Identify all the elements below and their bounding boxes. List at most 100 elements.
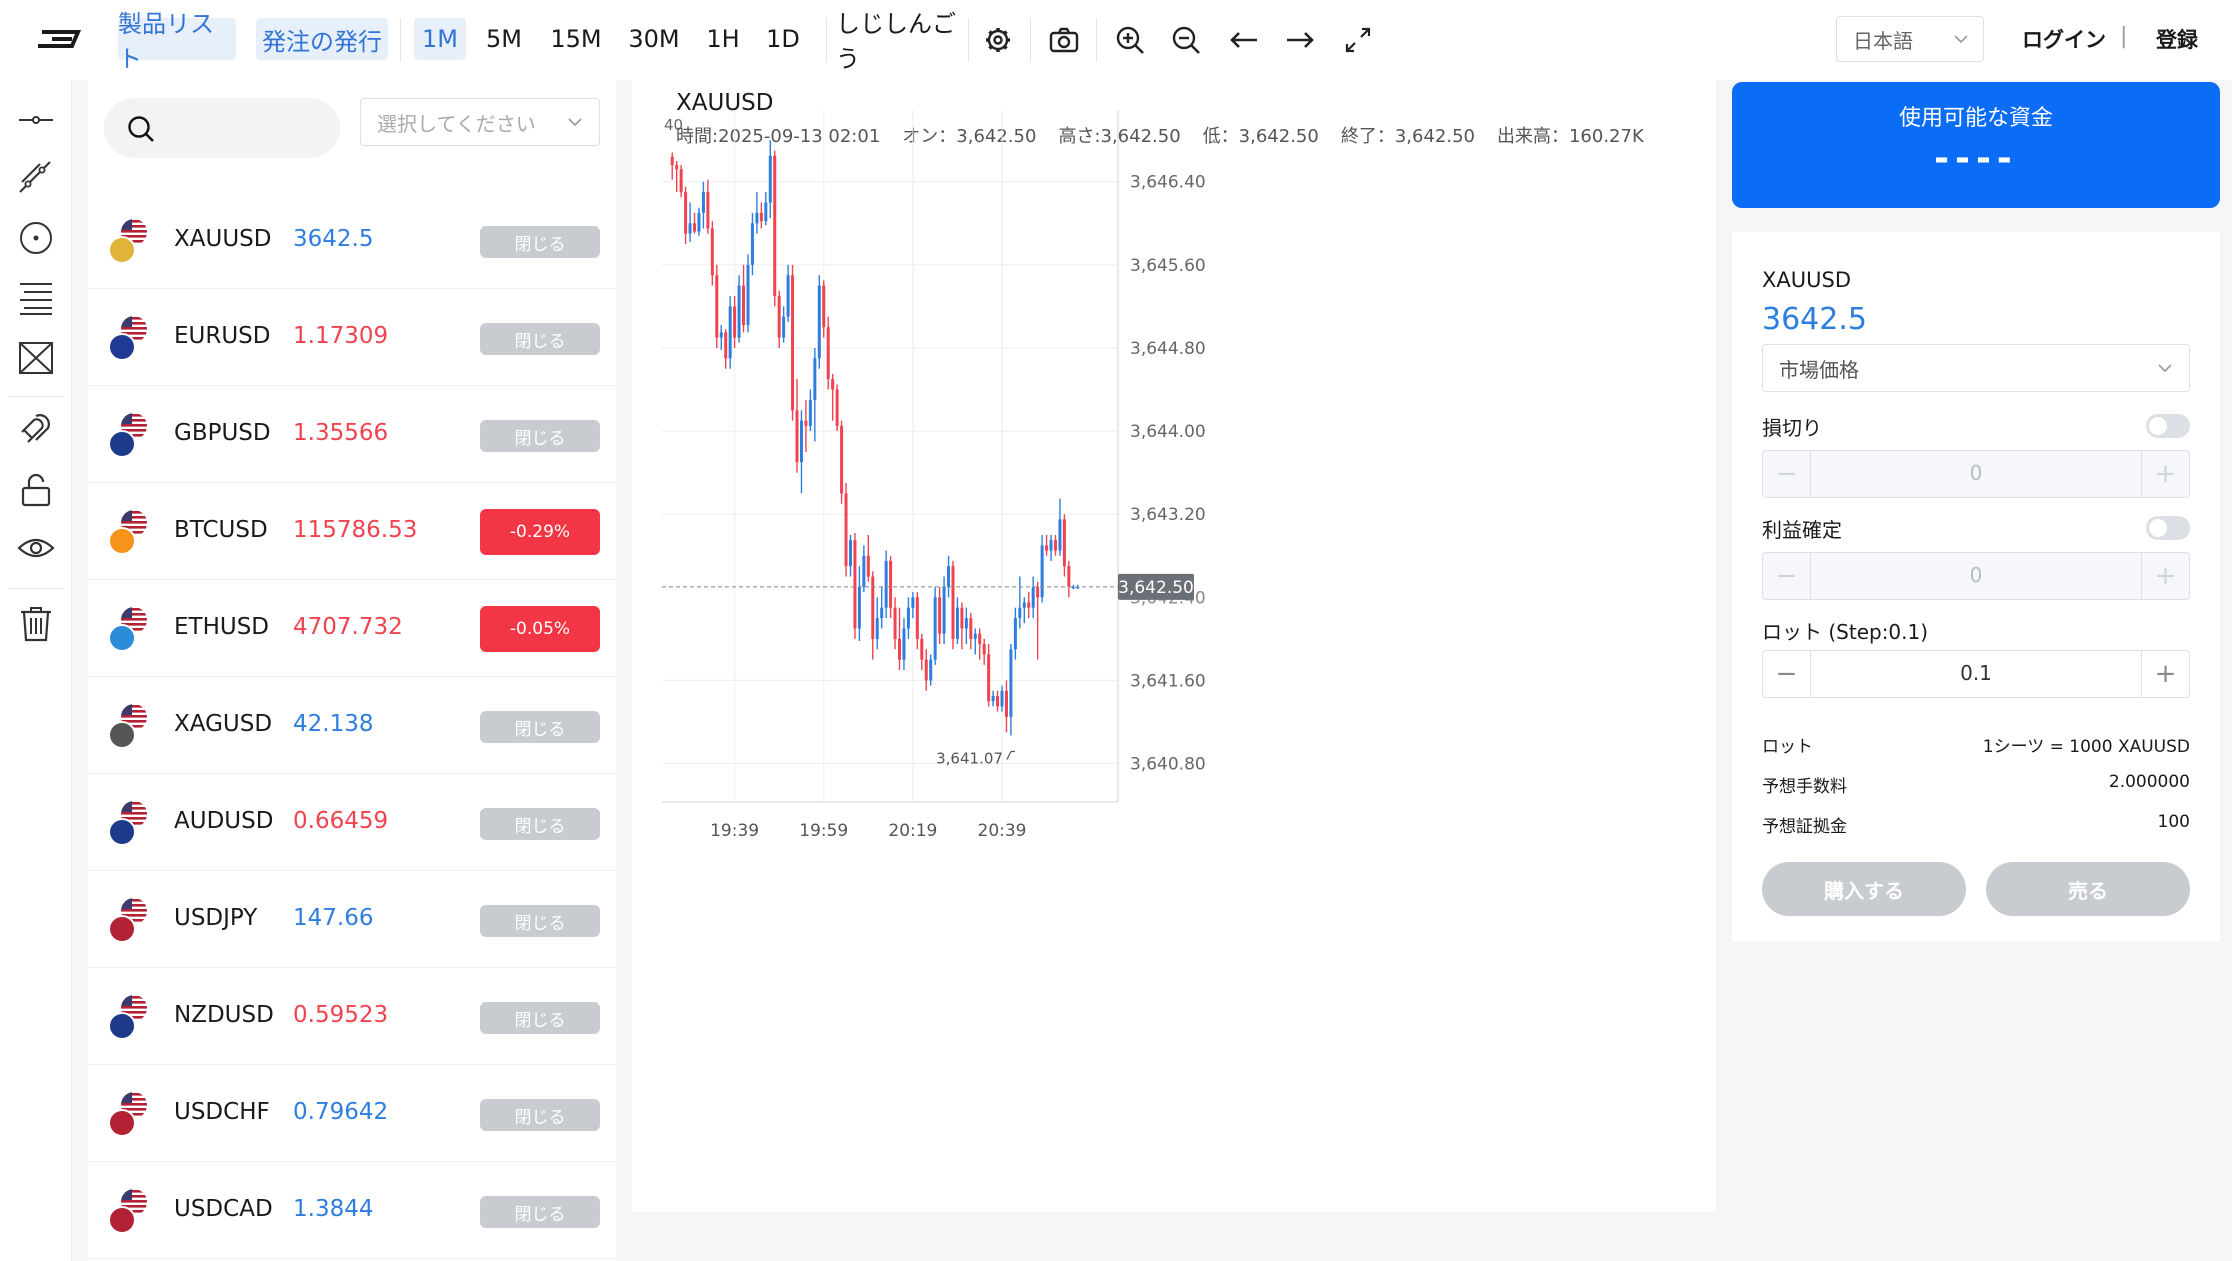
buy-button[interactable]: 購入する [1762,862,1966,916]
closed-badge[interactable]: 閉じる [480,323,600,355]
timeframe-1d[interactable]: 1D [766,25,800,53]
order-type-label: 市場価格 [1779,357,1859,382]
candle [1049,540,1053,551]
trend-line-icon[interactable] [16,158,56,198]
product-price: 1.17309 [293,323,389,349]
lot-stepper[interactable]: − 0.1 + [1762,650,2190,698]
candle [929,659,933,681]
arrow-left-icon[interactable] [1226,22,1262,58]
tab-product-list[interactable]: 製品リスト [118,10,236,73]
candle [675,165,679,170]
minus-button[interactable]: − [1763,451,1811,497]
take-profit-toggle[interactable] [2146,516,2190,540]
pattern-icon[interactable] [16,338,56,378]
candle [795,410,799,463]
closed-badge[interactable]: 閉じる [480,1099,600,1131]
logo-icon[interactable] [38,24,84,54]
lock-icon[interactable] [16,470,56,510]
closed-badge[interactable]: 閉じる [480,905,600,937]
product-row-ethusd[interactable]: ETHUSD 4707.732 -0.05% [88,580,616,677]
timeframe-5m[interactable]: 5M [486,25,522,53]
minus-button[interactable]: − [1763,651,1811,697]
candle [902,628,906,660]
product-symbol: GBPUSD [174,420,271,446]
change-badge[interactable]: -0.05% [480,606,600,652]
camera-icon[interactable] [1046,22,1082,58]
current-price-tag [1118,573,1194,600]
product-row-xagusd[interactable]: XAGUSD 42.138 閉じる [88,677,616,774]
arrow-right-icon[interactable] [1282,22,1318,58]
timeframe-1h[interactable]: 1H [706,25,740,53]
product-row-usdcad[interactable]: USDCAD 1.3844 閉じる [88,1162,616,1259]
candle [1040,545,1044,598]
closed-badge[interactable]: 閉じる [480,1002,600,1034]
candle [804,420,808,426]
timeframe-15m[interactable]: 15M [550,25,602,53]
stop-loss-value[interactable]: 0 [1969,461,1983,485]
candle [750,223,754,265]
closed-badge[interactable]: 閉じる [480,711,600,743]
take-profit-stepper[interactable]: − 0 + [1762,552,2190,600]
take-profit-label: 利益確定 [1762,518,1842,542]
product-row-eurusd[interactable]: EURUSD 1.17309 閉じる [88,289,616,386]
plus-button[interactable]: + [2141,553,2189,599]
sell-button[interactable]: 売る [1986,862,2190,916]
closed-badge[interactable]: 閉じる [480,420,600,452]
magnet-icon[interactable] [16,410,56,450]
fullscreen-icon[interactable] [1340,22,1376,58]
closed-badge[interactable]: 閉じる [480,808,600,840]
change-badge[interactable]: -0.29% [480,509,600,555]
product-price: 42.138 [293,711,374,737]
gear-icon[interactable] [980,22,1016,58]
candle [889,560,893,608]
info-time: 時間:2025-09-13 02:01 [676,126,881,147]
horizontal-line-icon[interactable] [16,100,56,140]
zoom-in-icon[interactable] [1112,22,1148,58]
language-select[interactable]: 日本語 [1836,16,1984,62]
timeframe-30m[interactable]: 30M [628,25,680,53]
product-row-usdchf[interactable]: USDCHF 0.79642 閉じる [88,1065,616,1162]
product-row-audusd[interactable]: AUDUSD 0.66459 閉じる [88,774,616,871]
x-tick-label: 19:39 [710,821,759,841]
candle [684,192,688,234]
product-price: 3642.5 [293,226,374,252]
take-profit-value[interactable]: 0 [1969,563,1983,587]
lot-value[interactable]: 0.1 [1960,661,1992,685]
indicator-button[interactable]: しじしんごう [836,10,956,73]
plus-button[interactable]: + [2141,651,2189,697]
minus-button[interactable]: − [1763,553,1811,599]
product-row-usdjpy[interactable]: USDJPY 147.66 閉じる [88,871,616,968]
candle [799,420,803,463]
search-input[interactable] [104,98,340,158]
search-icon [128,116,154,142]
candle [947,566,951,587]
trash-icon[interactable] [16,604,56,644]
tab-place-order[interactable]: 発注の発行 [256,18,388,60]
candle [942,586,946,634]
stop-loss-stepper[interactable]: − 0 + [1762,450,2190,498]
stop-loss-toggle[interactable] [2146,414,2190,438]
info-key: 予想証拠金 [1762,817,1847,837]
candle [817,285,821,359]
closed-badge[interactable]: 閉じる [480,226,600,258]
product-row-nzdusd[interactable]: NZDUSD 0.59523 閉じる [88,968,616,1065]
chart-panel[interactable]: XAUUSD 時間:2025-09-13 02:01 オン：3,642.50 高さ:… [632,80,1716,1212]
product-row-xauusd[interactable]: XAUUSD 3642.5 閉じる [88,192,616,289]
zoom-out-icon[interactable] [1168,22,1204,58]
drawing-toolbar [0,80,72,1261]
plus-button[interactable]: + [2141,451,2189,497]
candle [777,295,781,338]
y-tick-label: 3,644.80 [1130,339,1206,359]
category-select[interactable]: 選択してください [360,98,600,146]
fibonacci-icon[interactable] [16,278,56,318]
order-type-select[interactable]: 市場価格 [1762,344,2190,392]
product-row-btcusd[interactable]: BTCUSD 115786.53 -0.29% [88,483,616,580]
closed-badge[interactable]: 閉じる [480,1196,600,1228]
eye-icon[interactable] [16,528,56,568]
register-link[interactable]: 登録 [2156,28,2198,52]
product-row-gbpusd[interactable]: GBPUSD 1.35566 閉じる [88,386,616,483]
timeframe-1m[interactable]: 1M [414,18,466,60]
candlestick-chart[interactable]: 3,646.40 3,645.60 3,644.80 3,644.00 3,643.20… [632,80,1716,1212]
circle-icon[interactable] [16,218,56,258]
login-link[interactable]: ログイン [2022,28,2106,52]
